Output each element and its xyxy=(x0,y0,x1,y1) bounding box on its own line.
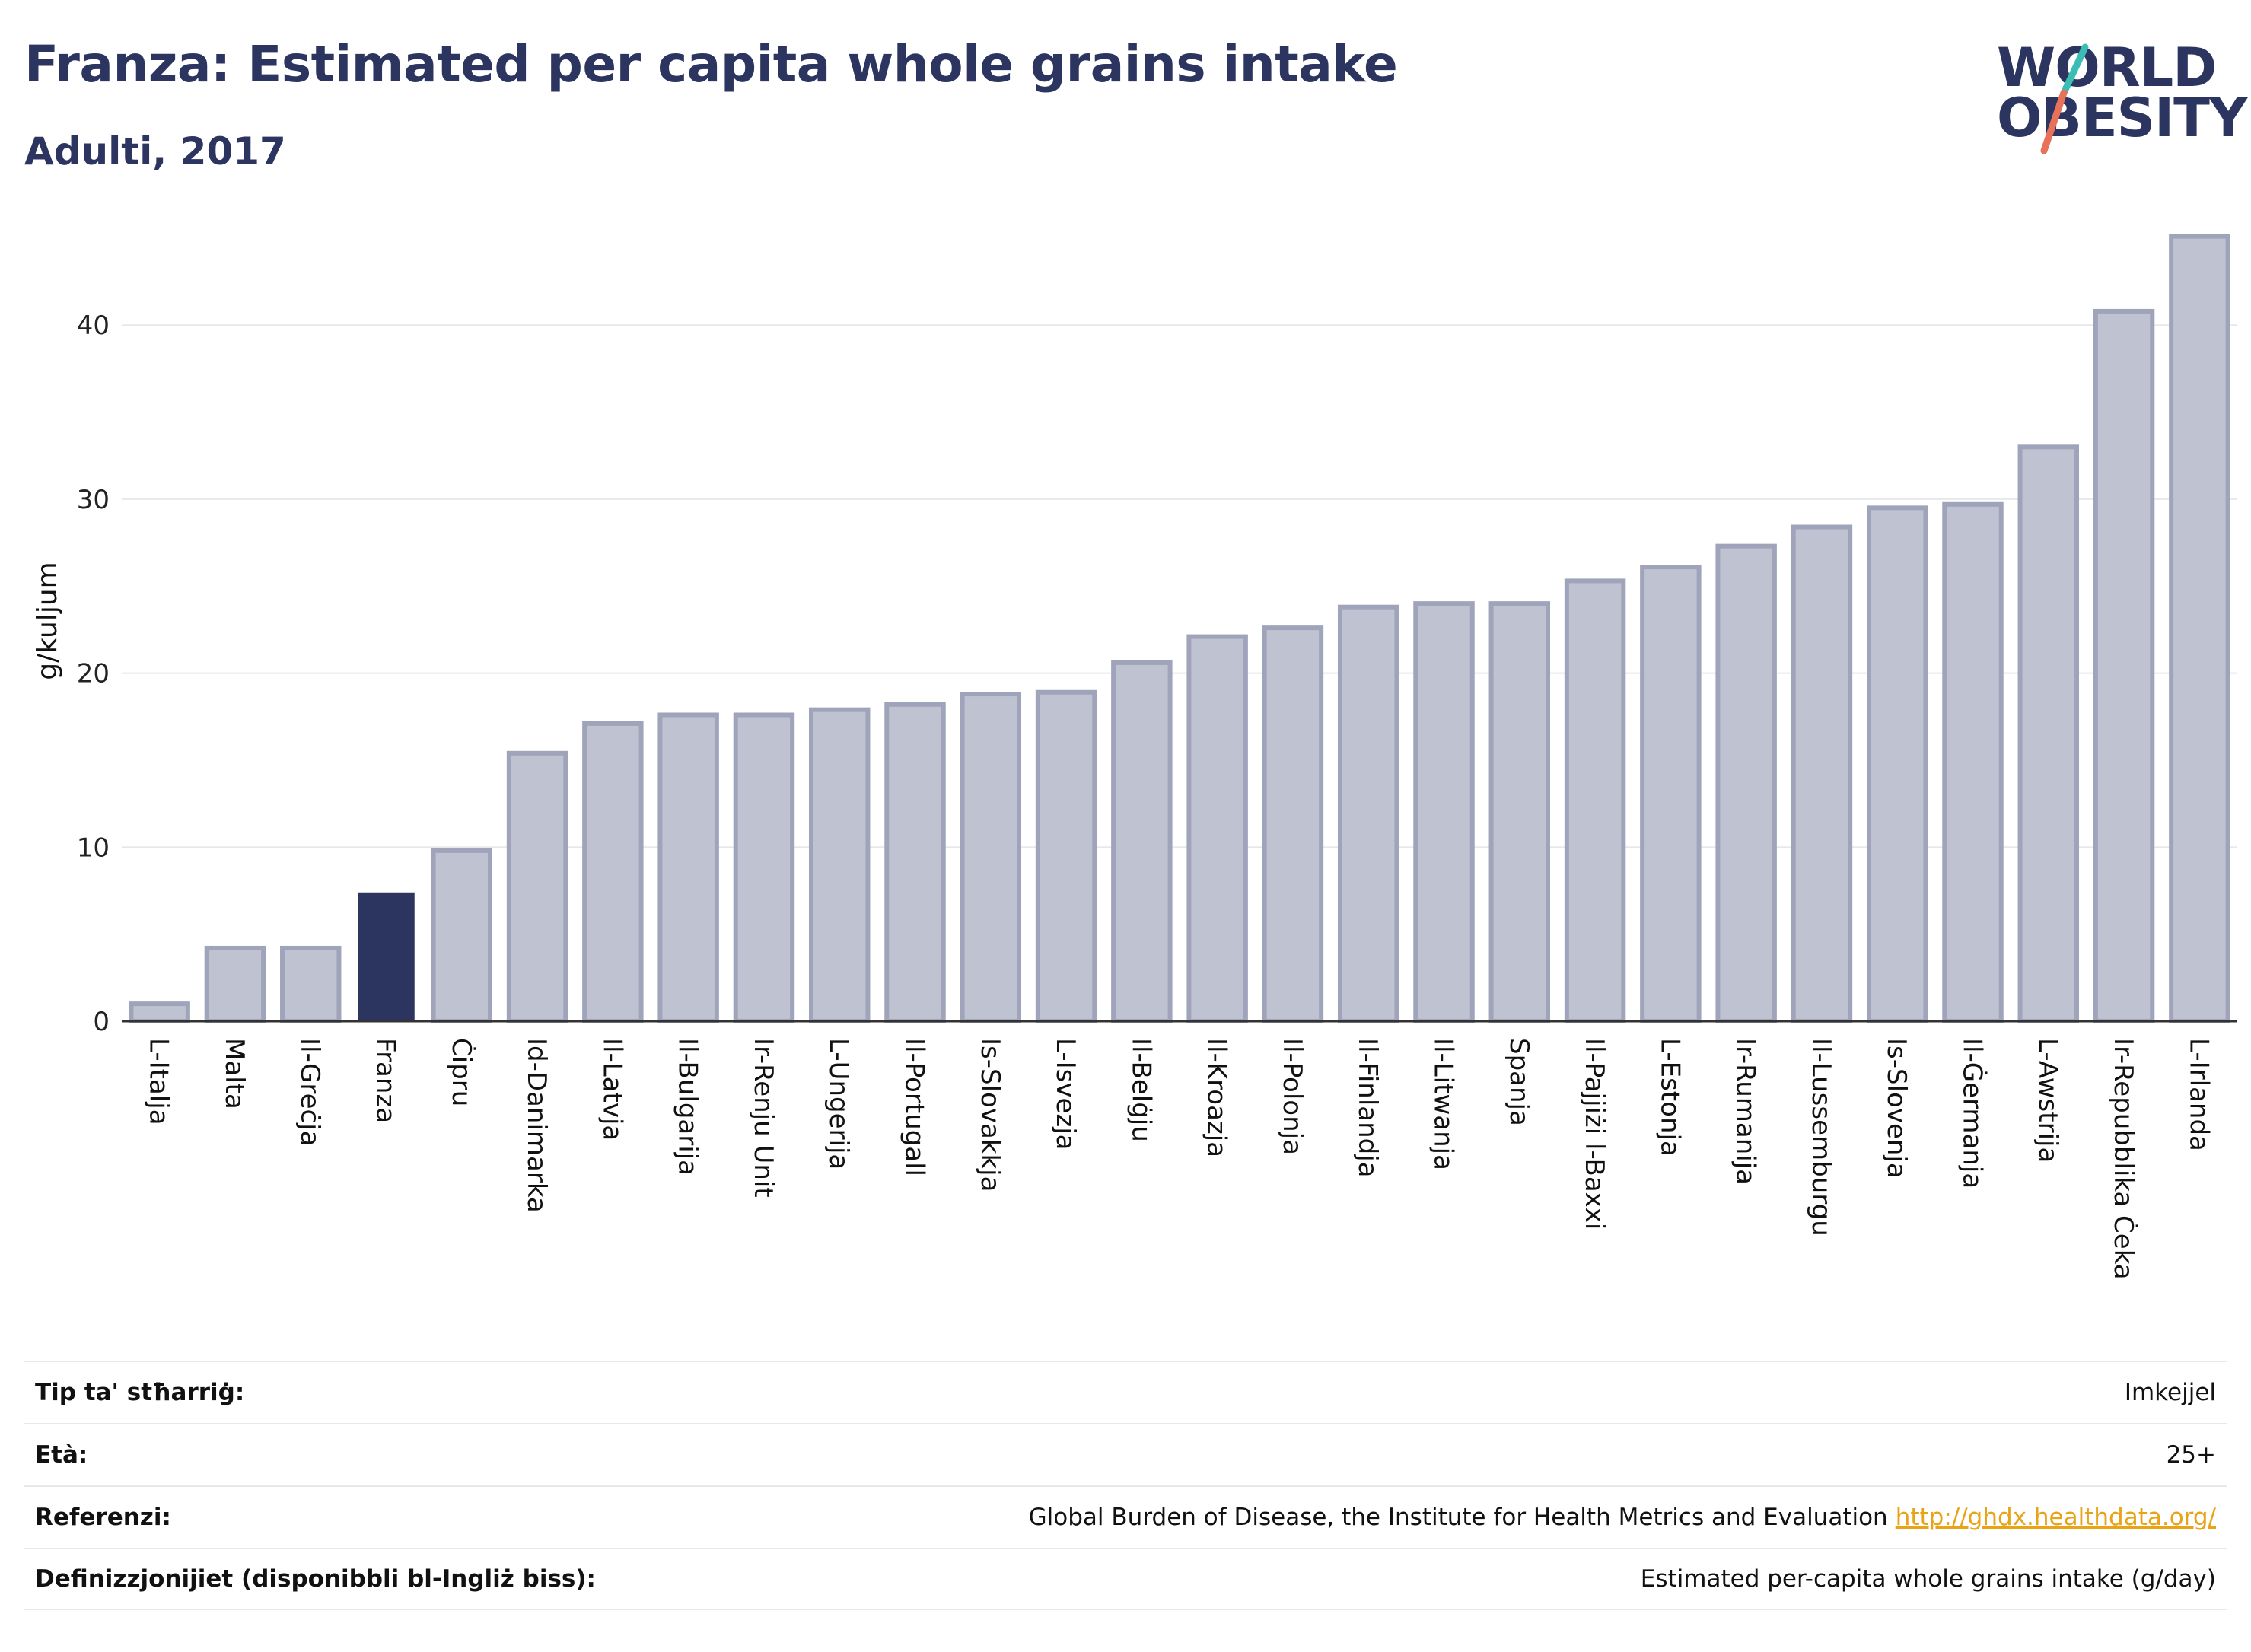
meta-value: Estimated per-capita whole grains intake… xyxy=(1640,1565,2216,1593)
bar xyxy=(2093,308,2155,1023)
bar xyxy=(204,945,266,1023)
x-tick-label: L-Awstrija xyxy=(2033,1038,2063,1163)
x-tick-label: Il-Finlandja xyxy=(1352,1038,1383,1178)
chart-title: Franza: Estimated per capita whole grain… xyxy=(24,35,1398,94)
bar xyxy=(960,692,1022,1023)
x-tick-label: Il-Pajjiżi l-Baxxi xyxy=(1579,1038,1609,1230)
bar-chart: 0 10 20 30 40 g/kuljum L-Italja Malta Il-Greċja F… xyxy=(32,234,2237,1280)
meta-value: 25+ xyxy=(2166,1441,2216,1469)
meta-row-definitions: Definizzjonijiet (disponibbli bl-Ingliż … xyxy=(24,1548,2227,1610)
bar xyxy=(1262,625,1324,1023)
x-tick-label: Il-Portugall xyxy=(899,1038,930,1176)
x-tick-label: L-Isvezja xyxy=(1050,1038,1081,1151)
y-tick-label: 30 xyxy=(77,485,110,515)
metadata-table: Tip ta' stħarriġ: Imkejjel Età: 25+ Refe… xyxy=(24,1361,2227,1610)
x-tick-label: L-Estonja xyxy=(1654,1038,1685,1157)
x-tick-label: Il-Litwanja xyxy=(1428,1038,1459,1170)
bar xyxy=(1564,578,1626,1023)
x-tick-label: Spanja xyxy=(1504,1038,1534,1126)
y-tick-label: 0 xyxy=(93,1007,110,1037)
bar xyxy=(582,721,644,1023)
x-tick-label: Il-Polonja xyxy=(1277,1038,1307,1155)
world-obesity-logo: WORLD OBESITY xyxy=(1979,30,2248,160)
x-tick-label: Il-Lussemburgu xyxy=(1806,1038,1836,1237)
bar xyxy=(1791,524,1853,1023)
bar xyxy=(358,892,415,1021)
x-tick-label: Ir-Renju Unit xyxy=(748,1038,778,1198)
reference-text: Global Burden of Disease, the Institute … xyxy=(1028,1504,1888,1531)
bar xyxy=(733,712,795,1023)
y-tick-label: 20 xyxy=(77,659,110,689)
x-tick-label: Ir-Rumanija xyxy=(1730,1038,1761,1185)
x-tick-label: Is-Slovakkja xyxy=(975,1038,1005,1192)
logo-line-1: WORLD xyxy=(1997,37,2217,99)
bar xyxy=(1337,604,1399,1023)
x-tick-label: Il-Bulgarija xyxy=(673,1038,703,1176)
x-tick-label: Id-Danimarka xyxy=(521,1038,552,1213)
x-tick-label: Ir-Repubblika Ċeka xyxy=(2108,1038,2139,1280)
logo-line-2: OBESITY xyxy=(1997,87,2248,149)
bar xyxy=(1640,565,1702,1023)
bar xyxy=(431,848,493,1023)
meta-row-age: Età: 25+ xyxy=(24,1423,2227,1485)
meta-key: Tip ta' stħarriġ: xyxy=(35,1379,245,1406)
bar xyxy=(2169,234,2230,1023)
bar xyxy=(2017,444,2080,1024)
y-axis-label: g/kuljum xyxy=(32,562,63,680)
x-tick-label: Il-Kroazja xyxy=(1202,1038,1232,1157)
bar xyxy=(1866,505,1928,1023)
bar xyxy=(808,707,871,1023)
meta-key: Definizzjonijiet (disponibbli bl-Ingliż … xyxy=(35,1565,596,1593)
meta-key: Età: xyxy=(35,1441,88,1469)
logo-slash-icon xyxy=(2040,43,2089,154)
x-tick-label: Il-Greċja xyxy=(295,1038,325,1146)
meta-value-references: Global Burden of Disease, the Institute … xyxy=(1029,1504,2216,1531)
x-tick-label: Ċipru xyxy=(446,1038,477,1106)
meta-row-survey-type: Tip ta' stħarriġ: Imkejjel xyxy=(24,1361,2227,1423)
bar xyxy=(657,712,719,1023)
bar xyxy=(279,945,342,1023)
bar xyxy=(1186,634,1248,1023)
bar xyxy=(1111,660,1173,1023)
x-tick-label: Il-Belġju xyxy=(1126,1038,1156,1142)
bar xyxy=(129,1001,190,1024)
x-tick-label: Franza xyxy=(371,1038,401,1123)
x-tick-label: Il-Ġermanja xyxy=(1957,1038,1988,1189)
bar xyxy=(1715,543,1777,1023)
bar xyxy=(1035,689,1097,1023)
bar xyxy=(1488,601,1551,1023)
meta-value: Imkejjel xyxy=(2124,1379,2216,1406)
bar xyxy=(506,750,568,1024)
bar xyxy=(1942,501,2004,1023)
meta-key: Referenzi: xyxy=(35,1504,171,1531)
x-tick-label: Is-Slovenja xyxy=(1881,1038,1912,1179)
x-tick-label: L-Irlanda xyxy=(2183,1038,2214,1151)
x-tick-label: Malta xyxy=(219,1038,250,1109)
bar xyxy=(884,702,946,1023)
meta-row-references: Referenzi: Global Burden of Disease, the… xyxy=(24,1485,2227,1548)
chart-subtitle: Adulti, 2017 xyxy=(24,129,286,173)
y-tick-label: 10 xyxy=(77,832,110,863)
reference-link[interactable]: http://ghdx.healthdata.org/ xyxy=(1895,1504,2216,1531)
x-tick-label: L-Italja xyxy=(144,1038,174,1125)
x-tick-label: Il-Latvja xyxy=(597,1038,627,1141)
x-tick-label: L-Ungerija xyxy=(823,1038,854,1170)
bar xyxy=(1413,601,1475,1023)
y-tick-label: 40 xyxy=(77,310,110,341)
